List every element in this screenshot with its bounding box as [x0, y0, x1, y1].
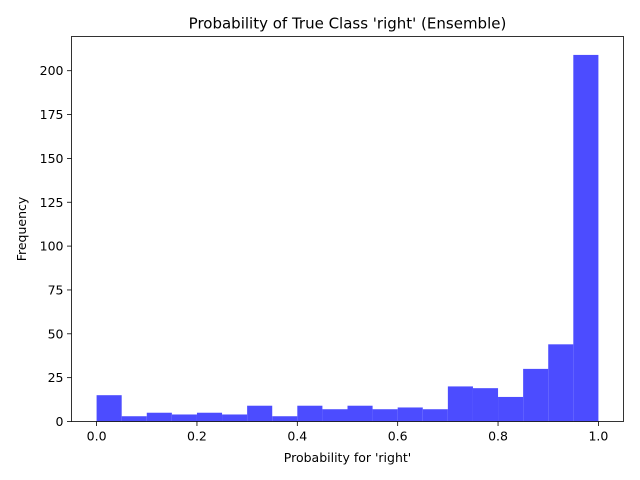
histogram-bar [498, 396, 524, 422]
chart-title: Probability of True Class 'right' (Ensem… [189, 15, 507, 33]
y-tick-label: 200 [40, 63, 64, 78]
y-tick-label: 75 [48, 282, 64, 297]
y-tick-label: 25 [48, 370, 64, 385]
histogram-bar [548, 344, 574, 422]
histogram-bar [121, 416, 147, 422]
y-tick-label: 175 [40, 107, 64, 122]
histogram-bar [372, 409, 398, 422]
histogram-bar [397, 407, 423, 422]
histogram-bar [472, 388, 499, 422]
y-tick-label: 50 [48, 326, 64, 341]
histogram-bars [96, 54, 599, 422]
histogram-bar [447, 386, 473, 422]
histogram-bar [171, 414, 197, 422]
histogram-bar [96, 395, 122, 422]
histogram-bar [523, 368, 549, 422]
y-tick-label: 125 [40, 195, 64, 210]
y-axis-ticks: 0 25 50 75 100 125 150 175 200 [40, 63, 72, 429]
histogram-bar [573, 54, 599, 422]
x-tick-label: 0.0 [87, 429, 107, 444]
x-tick-label: 0.4 [287, 429, 307, 444]
y-tick-label: 0 [56, 414, 64, 429]
histogram-bar [272, 416, 298, 422]
plot-frame [71, 36, 624, 422]
x-tick-label: 0.8 [488, 429, 508, 444]
y-tick-label: 100 [40, 239, 64, 254]
x-tick-label: 0.6 [388, 429, 408, 444]
y-axis-label: Frequency [14, 196, 29, 261]
x-axis-label: Probability for 'right' [284, 450, 411, 465]
histogram-bar [422, 409, 448, 422]
histogram-bar [322, 409, 348, 422]
histogram-bar [222, 414, 248, 422]
x-axis-ticks: 0.0 0.2 0.4 0.6 0.8 1.0 [87, 421, 608, 444]
y-tick-label: 150 [40, 151, 64, 166]
histogram-bar [196, 412, 223, 422]
x-tick-label: 0.2 [187, 429, 207, 444]
histogram-bar [146, 412, 172, 422]
histogram-bar [297, 405, 323, 422]
x-tick-label: 1.0 [588, 429, 608, 444]
histogram-bar [247, 405, 273, 422]
histogram-bar [347, 405, 373, 422]
